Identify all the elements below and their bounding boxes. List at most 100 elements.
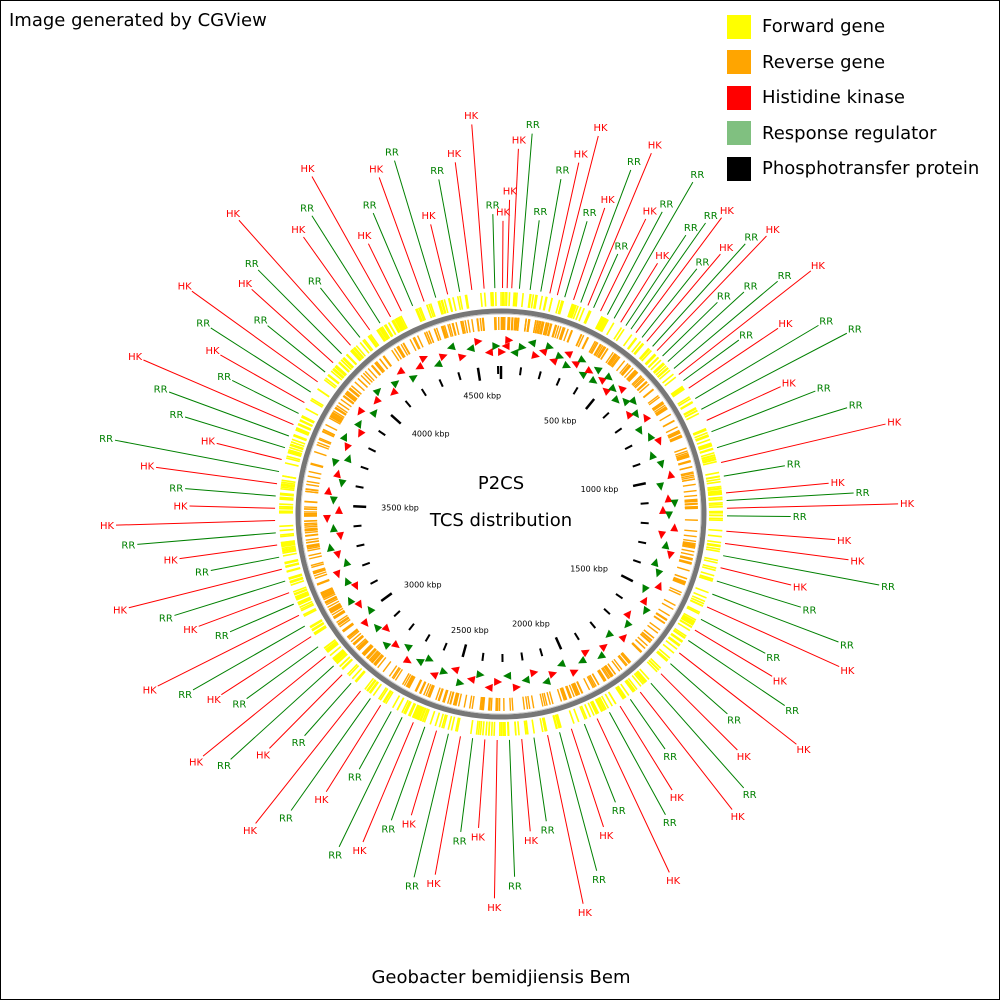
callout-line xyxy=(650,682,745,789)
legend-swatch-histidine-kinase xyxy=(727,85,751,110)
forward-gene-mark xyxy=(282,475,297,480)
callout-label: RR xyxy=(541,826,555,837)
reverse-gene-mark xyxy=(596,345,605,358)
forward-gene-mark xyxy=(670,632,684,643)
reverse-gene-mark xyxy=(618,654,628,666)
reverse-gene-mark xyxy=(427,684,434,698)
forward-gene-mark xyxy=(682,614,696,624)
callout-line xyxy=(192,625,306,691)
reverse-gene-mark xyxy=(640,633,652,643)
minor-tick xyxy=(481,652,485,661)
forward-gene-mark xyxy=(292,586,307,593)
tcs-marker xyxy=(578,371,588,380)
forward-gene-mark xyxy=(701,456,716,462)
forward-gene-mark xyxy=(282,552,297,557)
tcs-marker xyxy=(577,355,587,363)
callout-label: HK xyxy=(655,251,670,262)
legend-item-reverse-gene: Reverse gene xyxy=(727,45,979,81)
callout-label: RR xyxy=(385,147,399,158)
tcs-marker xyxy=(327,543,335,552)
reverse-gene-mark xyxy=(652,401,664,411)
tcs-marker xyxy=(408,375,418,383)
callout-line xyxy=(694,629,773,677)
callout-label: HK xyxy=(782,378,797,389)
reverse-gene-mark xyxy=(358,640,369,651)
callout-line xyxy=(251,288,334,364)
reverse-gene-mark xyxy=(647,395,659,404)
tcs-marker xyxy=(642,605,651,615)
reverse-gene-mark xyxy=(362,645,373,656)
reverse-gene-mark xyxy=(455,322,460,336)
forward-gene-mark xyxy=(625,679,636,692)
forward-gene-mark xyxy=(377,328,387,342)
tcs-marker xyxy=(360,618,369,627)
callout-line xyxy=(529,220,540,290)
forward-gene-mark xyxy=(590,700,599,715)
callout-label: HK xyxy=(357,231,372,242)
reverse-gene-mark xyxy=(447,324,452,338)
callout-label: RR xyxy=(215,631,229,642)
forward-gene-mark xyxy=(284,462,299,467)
major-tick xyxy=(632,482,647,488)
forward-gene-mark xyxy=(311,621,324,631)
callout-line xyxy=(508,739,516,877)
callout-line xyxy=(372,212,414,307)
reverse-gene-mark xyxy=(304,500,318,504)
callout-label: HK xyxy=(173,501,188,512)
forward-gene-mark xyxy=(379,327,389,341)
forward-gene-mark xyxy=(288,446,303,453)
forward-gene-mark xyxy=(479,292,483,307)
callout-line xyxy=(656,235,767,351)
callout-line xyxy=(533,737,547,822)
tcs-marker xyxy=(484,683,493,692)
reverse-gene-mark xyxy=(661,602,674,611)
reverse-gene-mark xyxy=(467,319,471,333)
callout-line xyxy=(606,211,663,315)
forward-gene-mark xyxy=(282,548,297,553)
callout-label: HK xyxy=(369,164,384,175)
callout-label: RR xyxy=(195,568,209,579)
tcs-marker xyxy=(457,353,467,362)
reverse-gene-mark xyxy=(684,494,698,498)
callout-label: HK xyxy=(140,462,155,473)
callout-label: RR xyxy=(245,259,259,270)
callout-line xyxy=(556,135,599,296)
reverse-gene-mark xyxy=(304,525,318,528)
reverse-gene-mark xyxy=(536,320,541,334)
reverse-gene-mark xyxy=(608,354,618,366)
callout-line xyxy=(394,160,437,298)
major-tick xyxy=(620,574,634,583)
reverse-gene-mark xyxy=(325,598,339,606)
tcs-marker xyxy=(608,383,617,393)
forward-gene-mark xyxy=(584,704,592,718)
forward-gene-mark xyxy=(707,485,722,489)
reverse-gene-mark xyxy=(318,437,332,444)
forward-gene-mark xyxy=(706,478,721,483)
reverse-gene-mark xyxy=(546,691,551,705)
reverse-gene-mark xyxy=(334,407,347,416)
reverse-gene-mark xyxy=(678,460,692,466)
forward-gene-mark xyxy=(301,416,315,424)
forward-gene-mark xyxy=(397,316,406,331)
forward-gene-mark xyxy=(699,574,714,580)
forward-gene-mark xyxy=(298,598,312,606)
forward-gene-mark xyxy=(309,619,323,629)
tick-label: 4000 kbp xyxy=(412,430,450,439)
callout-label: RR xyxy=(819,316,833,327)
tcs-marker xyxy=(329,496,338,505)
callout-line xyxy=(726,530,836,541)
reverse-gene-mark xyxy=(678,560,692,565)
callout-label: HK xyxy=(512,135,527,146)
reverse-gene-mark xyxy=(371,652,382,664)
minor-tick xyxy=(442,642,448,651)
callout-line xyxy=(608,712,666,816)
forward-gene-mark xyxy=(703,559,718,564)
tcs-marker xyxy=(357,406,366,416)
callout-label: RR xyxy=(292,738,306,749)
reverse-gene-mark xyxy=(480,697,484,711)
forward-gene-mark xyxy=(305,407,319,416)
tcs-marker xyxy=(474,338,483,346)
callout-line xyxy=(630,222,706,330)
callout-label: HK xyxy=(402,819,417,830)
callout-line xyxy=(506,199,511,289)
